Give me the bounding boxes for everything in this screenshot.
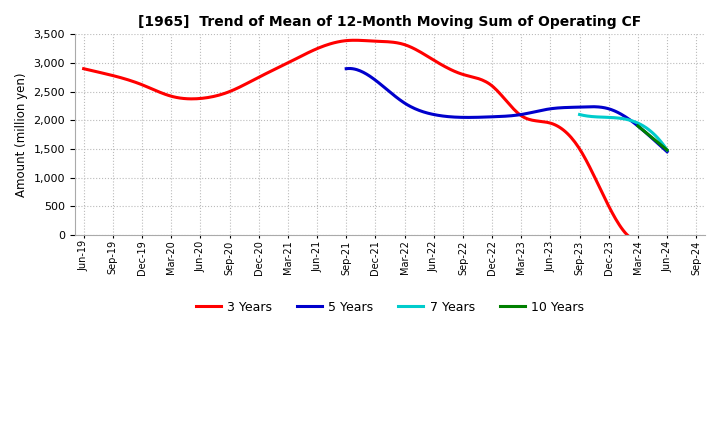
Title: [1965]  Trend of Mean of 12-Month Moving Sum of Operating CF: [1965] Trend of Mean of 12-Month Moving … [138, 15, 642, 29]
Legend: 3 Years, 5 Years, 7 Years, 10 Years: 3 Years, 5 Years, 7 Years, 10 Years [191, 296, 589, 319]
Y-axis label: Amount (million yen): Amount (million yen) [15, 72, 28, 197]
